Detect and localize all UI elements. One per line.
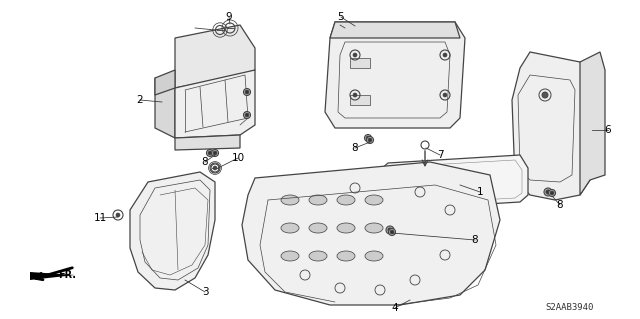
Circle shape — [388, 228, 396, 235]
Circle shape — [208, 151, 212, 155]
Polygon shape — [580, 52, 605, 195]
Ellipse shape — [365, 251, 383, 261]
Text: 3: 3 — [202, 287, 208, 297]
Polygon shape — [155, 78, 175, 138]
Text: 4: 4 — [392, 303, 398, 313]
Circle shape — [245, 113, 249, 117]
Polygon shape — [350, 58, 370, 68]
Polygon shape — [155, 70, 175, 95]
Circle shape — [548, 189, 556, 197]
Circle shape — [213, 151, 217, 155]
Polygon shape — [512, 52, 590, 200]
Circle shape — [243, 88, 250, 95]
Text: 8: 8 — [557, 200, 563, 210]
Polygon shape — [130, 172, 215, 290]
Text: FR.: FR. — [58, 270, 76, 280]
Text: 6: 6 — [605, 125, 611, 135]
Circle shape — [353, 53, 356, 57]
Text: 8: 8 — [472, 235, 478, 245]
Ellipse shape — [309, 195, 327, 205]
Polygon shape — [330, 22, 460, 38]
Circle shape — [550, 191, 554, 195]
Ellipse shape — [309, 251, 327, 261]
Text: 9: 9 — [226, 12, 232, 22]
Circle shape — [245, 90, 249, 94]
Text: 7: 7 — [436, 150, 444, 160]
Text: 11: 11 — [93, 213, 107, 223]
Circle shape — [116, 213, 120, 217]
Text: 5: 5 — [338, 12, 344, 22]
Circle shape — [211, 150, 218, 157]
Text: 10: 10 — [232, 153, 244, 163]
Polygon shape — [175, 25, 255, 88]
Text: 2: 2 — [137, 95, 143, 105]
Circle shape — [386, 226, 394, 234]
Polygon shape — [325, 22, 465, 128]
Circle shape — [353, 93, 356, 97]
Circle shape — [546, 190, 550, 194]
Circle shape — [390, 230, 394, 234]
Text: 1: 1 — [477, 187, 483, 197]
Ellipse shape — [337, 223, 355, 233]
Circle shape — [444, 93, 447, 97]
Polygon shape — [242, 162, 500, 305]
Text: 8: 8 — [202, 157, 208, 167]
Ellipse shape — [337, 251, 355, 261]
Polygon shape — [175, 135, 240, 150]
Circle shape — [444, 53, 447, 57]
Ellipse shape — [337, 195, 355, 205]
Ellipse shape — [281, 251, 299, 261]
Circle shape — [365, 135, 371, 142]
Circle shape — [213, 166, 217, 170]
Circle shape — [366, 136, 370, 140]
Ellipse shape — [365, 223, 383, 233]
Ellipse shape — [309, 223, 327, 233]
Circle shape — [388, 228, 392, 232]
Ellipse shape — [281, 223, 299, 233]
Circle shape — [368, 138, 372, 142]
Ellipse shape — [281, 195, 299, 205]
Circle shape — [542, 92, 548, 98]
Polygon shape — [350, 95, 370, 105]
Circle shape — [207, 150, 214, 157]
Text: 8: 8 — [352, 143, 358, 153]
Polygon shape — [30, 272, 75, 280]
Polygon shape — [175, 70, 255, 138]
Ellipse shape — [365, 195, 383, 205]
Circle shape — [367, 137, 374, 144]
Circle shape — [544, 188, 552, 196]
Circle shape — [243, 112, 250, 118]
Text: S2AAB3940: S2AAB3940 — [546, 303, 594, 313]
Polygon shape — [380, 155, 528, 210]
